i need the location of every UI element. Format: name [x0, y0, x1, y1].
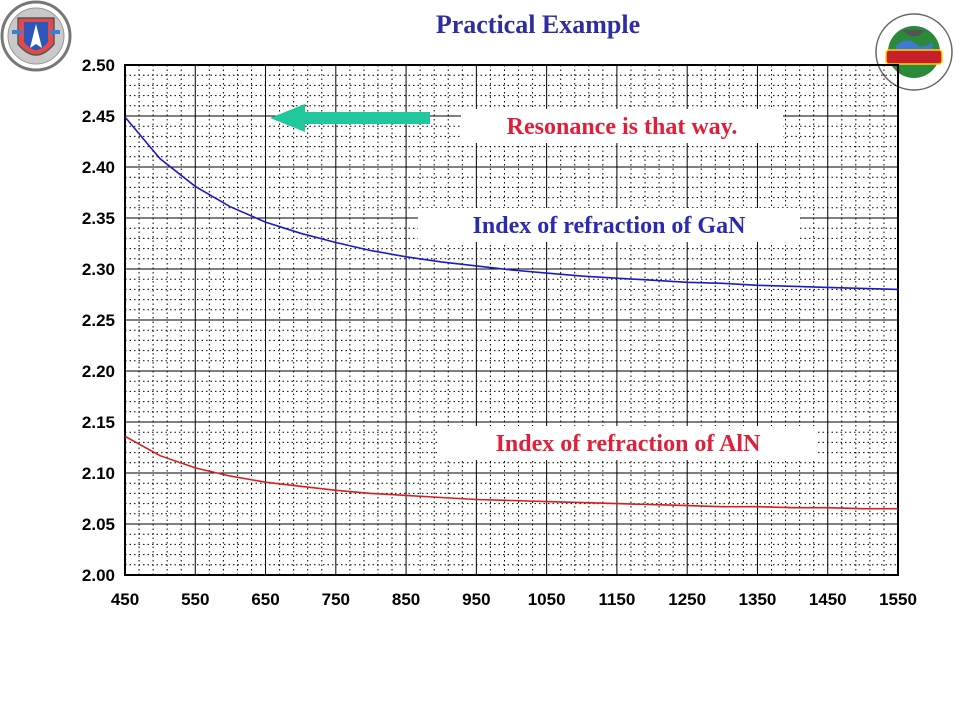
- x-tick-label: 650: [251, 590, 279, 609]
- x-tick-label: 850: [392, 590, 420, 609]
- y-tick-label: 2.10: [82, 464, 115, 483]
- left-arrow-icon: [270, 104, 430, 132]
- series-line-gan: [124, 116, 899, 291]
- y-tick-label: 2.20: [82, 362, 115, 381]
- x-tick-label: 1050: [528, 590, 566, 609]
- x-tick-label: 1250: [668, 590, 706, 609]
- series-line-aln: [124, 435, 898, 510]
- y-tick-label: 2.35: [82, 209, 115, 228]
- y-tick-label: 2.25: [82, 311, 115, 330]
- x-tick-label: 950: [462, 590, 490, 609]
- y-tick-label: 2.30: [82, 260, 115, 279]
- x-tick-label: 750: [322, 590, 350, 609]
- x-tick-label: 1450: [809, 590, 847, 609]
- globe-emblem-icon: [875, 13, 953, 91]
- annotation-resonance-box: [461, 109, 783, 143]
- annotation-resonance: Resonance is that way.: [507, 114, 738, 140]
- y-tick-label: 2.45: [82, 107, 115, 126]
- label-aln: Index of refraction of AlN: [496, 431, 762, 457]
- x-tick-label: 1350: [739, 590, 777, 609]
- x-tick-label: 1550: [879, 590, 917, 609]
- y-tick-label: 2.50: [82, 56, 115, 75]
- shield-emblem-icon: [0, 0, 72, 72]
- x-tick-label: 1150: [598, 590, 635, 609]
- x-tick-label: 450: [111, 590, 139, 609]
- y-tick-label: 2.05: [82, 515, 115, 534]
- page-title: Practical Example: [435, 10, 641, 39]
- y-tick-label: 2.00: [82, 566, 115, 585]
- x-tick-label: 550: [181, 590, 209, 609]
- label-gan-box: [418, 208, 800, 242]
- label-gan: Index of refraction of GaN: [473, 213, 747, 239]
- y-tick-label: 2.40: [82, 158, 115, 177]
- label-aln-box: [439, 426, 817, 460]
- y-tick-label: 2.15: [82, 413, 115, 432]
- plot-frame: [124, 64, 899, 576]
